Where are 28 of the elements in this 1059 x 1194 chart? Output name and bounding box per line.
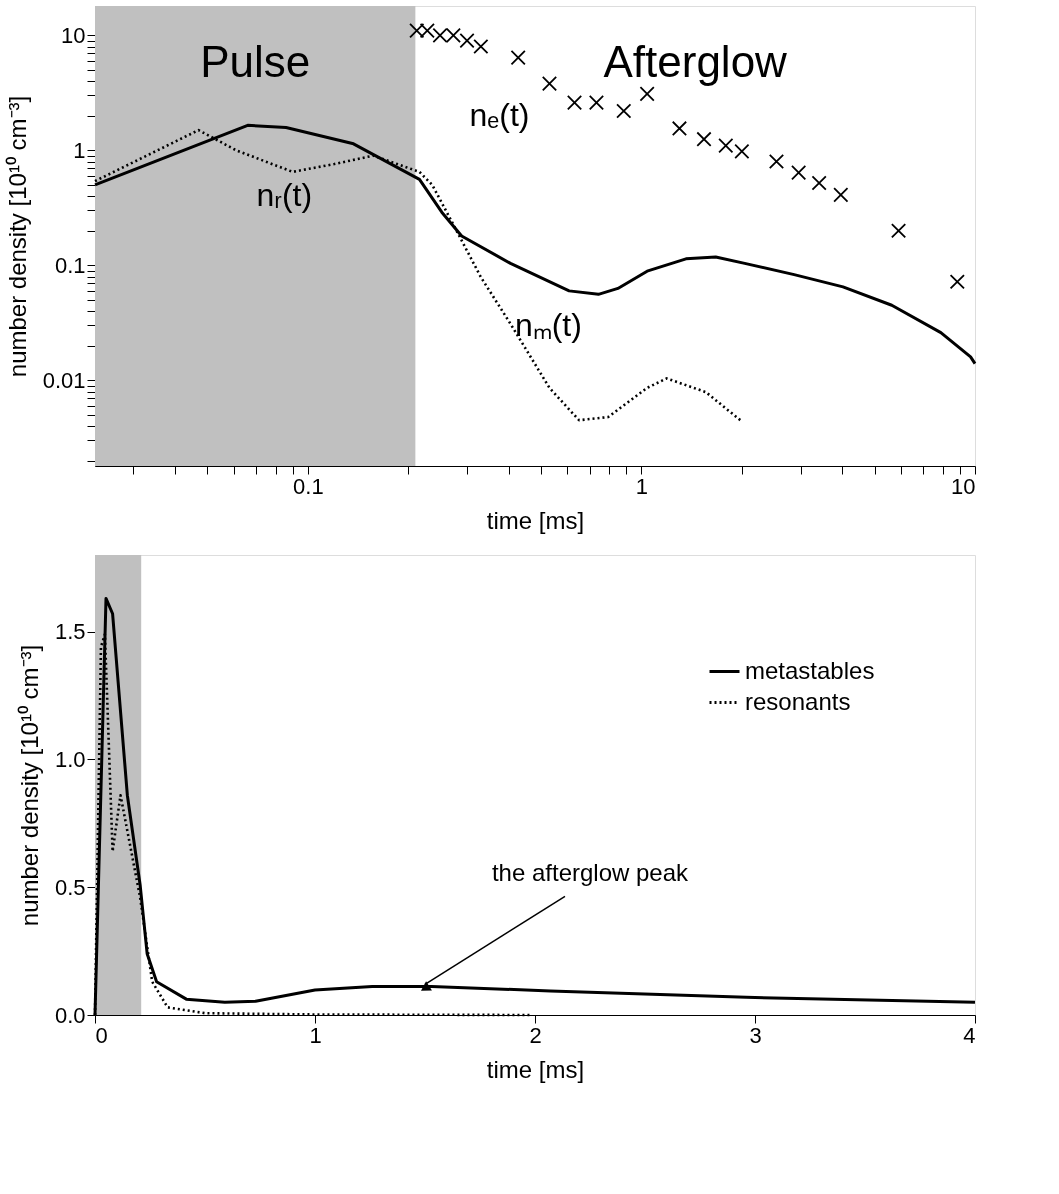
y-tick-label: 0.01: [42, 367, 86, 393]
x-tick-label: 0.1: [293, 473, 324, 499]
y-tick-label: 1.0: [54, 746, 86, 772]
legend-label: metastables: [745, 656, 875, 684]
annotation: the afterglow peak: [491, 859, 690, 887]
y-tick-label: 1: [73, 137, 86, 163]
annotation: nₑ(t): [469, 96, 530, 133]
annotation: nᵣ(t): [256, 177, 313, 214]
x-tick-label: 1: [635, 473, 649, 499]
y-axis-title: number density [10¹⁰ cm⁻³]: [3, 95, 31, 378]
y-tick-label: 0.0: [54, 1002, 86, 1028]
y-tick-label: 1.5: [54, 619, 86, 645]
legend-label: resonants: [745, 687, 851, 715]
x-tick-label: 3: [749, 1022, 762, 1048]
x-tick-label: 1: [309, 1022, 322, 1048]
x-axis-title: time [ms]: [486, 1055, 585, 1083]
y-tick-label: 10: [61, 22, 86, 48]
x-tick-label: 10: [951, 473, 976, 499]
y-tick-label: 0.1: [54, 252, 86, 278]
x-tick-label: 0: [95, 1022, 108, 1048]
band-label: Pulse: [200, 37, 311, 86]
x-tick-label: 4: [963, 1022, 976, 1048]
annotation: Afterglow: [603, 37, 788, 86]
x-axis-title: time [ms]: [486, 506, 585, 534]
x-tick-label: 2: [529, 1022, 542, 1048]
y-tick-label: 0.5: [54, 874, 86, 900]
annotation: nₘ(t): [514, 307, 582, 344]
y-axis-title: number density [10¹⁰ cm⁻³]: [15, 644, 43, 927]
